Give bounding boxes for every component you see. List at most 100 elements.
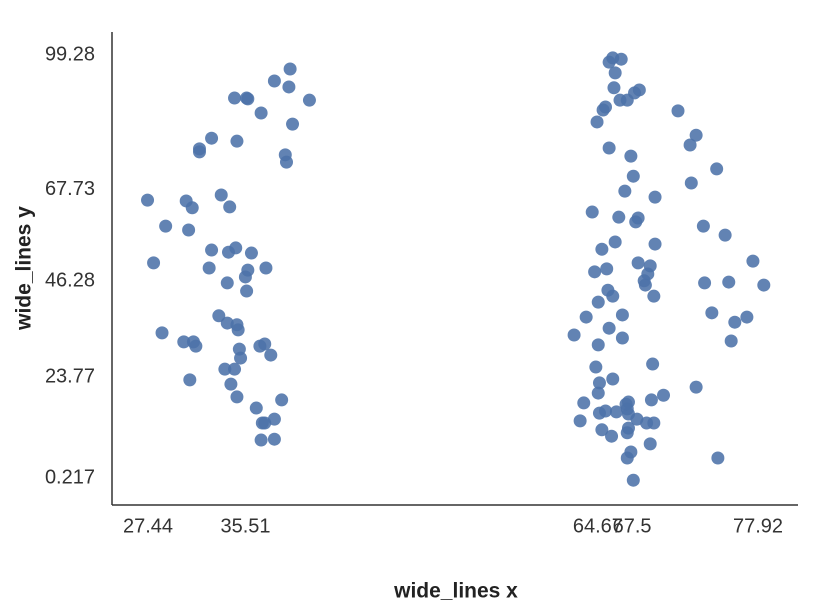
point bbox=[585, 205, 599, 219]
point bbox=[740, 310, 754, 324]
point bbox=[698, 276, 712, 290]
point bbox=[620, 93, 634, 107]
point bbox=[648, 190, 662, 204]
x-tick-label: 67.5 bbox=[613, 515, 652, 537]
point bbox=[647, 289, 661, 303]
point bbox=[615, 308, 629, 322]
point bbox=[618, 184, 632, 198]
point bbox=[221, 245, 235, 259]
point bbox=[638, 278, 652, 292]
point bbox=[696, 219, 710, 233]
point bbox=[205, 243, 219, 257]
point bbox=[228, 91, 242, 105]
point bbox=[147, 256, 161, 270]
point bbox=[212, 309, 226, 323]
point bbox=[626, 473, 640, 487]
point bbox=[711, 451, 725, 465]
x-tick-label: 35.51 bbox=[220, 515, 270, 537]
point bbox=[589, 360, 603, 374]
point bbox=[254, 106, 268, 120]
point bbox=[595, 242, 609, 256]
point bbox=[590, 115, 604, 129]
point bbox=[286, 117, 300, 131]
point bbox=[218, 362, 232, 376]
point bbox=[155, 326, 169, 340]
point bbox=[577, 396, 591, 410]
point bbox=[608, 235, 622, 249]
point bbox=[595, 423, 609, 437]
point bbox=[253, 339, 267, 353]
point bbox=[573, 414, 587, 428]
point bbox=[223, 200, 237, 214]
point bbox=[592, 376, 606, 390]
y-axis-title: wide_lines y bbox=[13, 206, 36, 331]
y-tick-label: 99.28 bbox=[45, 43, 95, 65]
point bbox=[602, 55, 616, 69]
point bbox=[615, 331, 629, 345]
point bbox=[605, 429, 619, 443]
point bbox=[683, 138, 697, 152]
point bbox=[244, 246, 258, 260]
x-axis-title: wide_lines x bbox=[393, 580, 518, 603]
point bbox=[267, 432, 281, 446]
point bbox=[182, 223, 196, 237]
point bbox=[214, 188, 228, 202]
point bbox=[602, 141, 616, 155]
point bbox=[648, 237, 662, 251]
point bbox=[185, 201, 199, 215]
point bbox=[231, 323, 245, 337]
point bbox=[631, 256, 645, 270]
point bbox=[192, 145, 206, 159]
point bbox=[620, 426, 634, 440]
point bbox=[224, 377, 238, 391]
point bbox=[238, 270, 252, 284]
point bbox=[606, 372, 620, 386]
y-tick-label: 0.217 bbox=[45, 466, 95, 488]
point bbox=[220, 316, 234, 330]
point bbox=[588, 265, 602, 279]
point bbox=[705, 306, 719, 320]
point bbox=[254, 433, 268, 447]
point bbox=[600, 262, 614, 276]
point bbox=[279, 155, 293, 169]
point bbox=[591, 295, 605, 309]
point bbox=[159, 219, 173, 233]
point bbox=[228, 362, 242, 376]
point bbox=[640, 416, 654, 430]
point bbox=[283, 62, 297, 76]
point bbox=[624, 149, 638, 163]
point bbox=[220, 276, 234, 290]
point bbox=[596, 103, 610, 117]
point bbox=[746, 254, 760, 268]
point bbox=[644, 393, 658, 407]
point bbox=[710, 162, 724, 176]
point bbox=[234, 351, 248, 365]
point bbox=[591, 338, 605, 352]
point bbox=[609, 405, 623, 419]
point bbox=[230, 134, 244, 148]
point bbox=[612, 210, 626, 224]
point bbox=[689, 380, 703, 394]
point bbox=[579, 310, 593, 324]
point bbox=[620, 451, 634, 465]
point bbox=[275, 393, 289, 407]
point bbox=[591, 386, 605, 400]
point bbox=[614, 52, 628, 66]
point bbox=[657, 388, 671, 402]
point bbox=[602, 321, 616, 335]
point bbox=[728, 315, 742, 329]
point bbox=[684, 176, 698, 190]
point bbox=[183, 373, 197, 387]
point bbox=[258, 416, 272, 430]
point bbox=[671, 104, 685, 118]
point bbox=[189, 339, 203, 353]
point bbox=[282, 80, 296, 94]
point bbox=[302, 93, 316, 107]
point bbox=[267, 74, 281, 88]
point bbox=[631, 211, 645, 225]
x-tick-label: 77.92 bbox=[733, 515, 783, 537]
x-tick-label: 64.67 bbox=[573, 515, 623, 537]
point bbox=[646, 357, 660, 371]
point bbox=[205, 131, 219, 145]
